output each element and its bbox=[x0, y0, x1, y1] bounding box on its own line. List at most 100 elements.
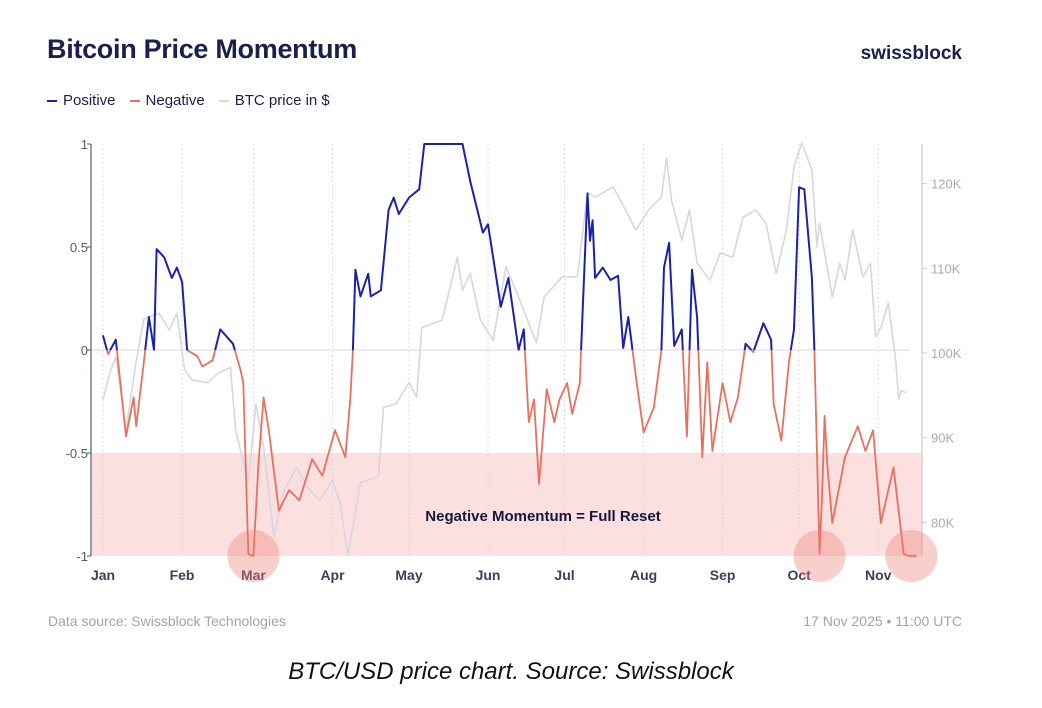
x-tick-label: Feb bbox=[170, 567, 195, 583]
momentum-point bbox=[752, 351, 754, 353]
momentum-point bbox=[857, 425, 859, 427]
momentum-point bbox=[581, 316, 584, 318]
legend-swatch-negative bbox=[129, 100, 140, 103]
momentum-point bbox=[408, 197, 410, 199]
momentum-point bbox=[813, 349, 816, 351]
momentum-point bbox=[780, 440, 782, 442]
x-tick-label: Jun bbox=[476, 567, 501, 583]
momentum-point bbox=[696, 316, 698, 318]
momentum-point bbox=[240, 370, 242, 372]
momentum-point bbox=[469, 180, 471, 182]
momentum-point bbox=[354, 269, 356, 271]
momentum-point bbox=[487, 223, 489, 225]
momentum-point bbox=[212, 359, 214, 361]
timestamp: 17 Nov 2025 • 11:00 UTC bbox=[803, 613, 962, 629]
momentum-point bbox=[528, 421, 530, 423]
momentum-point bbox=[352, 349, 354, 351]
momentum-point bbox=[622, 347, 624, 349]
momentum-point bbox=[589, 240, 591, 242]
momentum-point bbox=[627, 316, 629, 318]
momentum-point bbox=[115, 339, 117, 341]
momentum-point bbox=[423, 143, 425, 145]
momentum-point bbox=[821, 493, 823, 495]
momentum-point bbox=[824, 415, 826, 417]
momentum-point bbox=[148, 316, 150, 318]
momentum-point bbox=[663, 267, 665, 269]
momentum-point bbox=[586, 192, 589, 194]
momentum-point bbox=[643, 431, 645, 433]
momentum-point bbox=[349, 396, 351, 398]
x-tick-label: Apr bbox=[320, 567, 345, 583]
momentum-point bbox=[673, 345, 675, 347]
brand-logo: swissblock bbox=[860, 43, 962, 64]
momentum-point bbox=[257, 462, 260, 464]
momentum-point bbox=[892, 466, 895, 468]
momentum-point bbox=[553, 421, 555, 423]
momentum-point bbox=[107, 353, 109, 355]
momentum-point bbox=[908, 555, 910, 557]
momentum-point bbox=[201, 365, 203, 368]
momentum-point bbox=[701, 456, 703, 458]
x-tick-label: Jan bbox=[91, 567, 115, 583]
x-tick-label: Oct bbox=[787, 567, 811, 583]
momentum-point bbox=[298, 499, 300, 501]
x-tick-label: Mar bbox=[241, 567, 266, 583]
momentum-point bbox=[594, 277, 596, 279]
momentum-point bbox=[811, 277, 813, 279]
caption: BTC/USD price chart. Source: Swissblock bbox=[288, 658, 734, 685]
legend-swatch-btc-price bbox=[218, 100, 229, 103]
momentum-point bbox=[729, 421, 731, 423]
legend-label: Negative bbox=[145, 92, 205, 109]
momentum-negative-line bbox=[106, 350, 917, 557]
x-tick-label: Jul bbox=[554, 567, 574, 583]
momentum-point bbox=[367, 273, 369, 275]
btc-price-line bbox=[102, 142, 907, 556]
momentum-point bbox=[388, 209, 390, 211]
momentum-point bbox=[538, 483, 540, 485]
momentum-point bbox=[247, 553, 249, 555]
momentum-point bbox=[864, 450, 867, 452]
chart-title: Bitcoin Price Momentum bbox=[47, 34, 357, 64]
momentum-point bbox=[133, 396, 135, 398]
momentum-point bbox=[334, 429, 336, 431]
y-left-tick-label: 0.5 bbox=[70, 240, 88, 255]
momentum-point bbox=[770, 339, 772, 341]
y-right-tick-label: 80K bbox=[931, 515, 954, 530]
momentum-point bbox=[826, 462, 828, 464]
y-left-tick-label: 1 bbox=[81, 137, 88, 152]
momentum-point bbox=[558, 398, 561, 400]
momentum-point bbox=[635, 376, 637, 378]
momentum-point bbox=[252, 555, 254, 557]
momentum-point bbox=[579, 382, 581, 384]
reset-highlight-circle bbox=[885, 530, 938, 582]
momentum-point bbox=[793, 328, 795, 330]
momentum-point bbox=[176, 267, 178, 269]
momentum-point bbox=[125, 435, 127, 438]
momentum-point bbox=[278, 510, 280, 512]
y-left-tick-label: 0 bbox=[81, 343, 88, 358]
momentum-point bbox=[844, 456, 846, 458]
momentum-point bbox=[359, 295, 362, 297]
y-right-tick-label: 120K bbox=[931, 177, 962, 192]
momentum-point bbox=[321, 475, 323, 477]
momentum-point bbox=[219, 328, 221, 330]
legend-swatch-positive bbox=[47, 100, 57, 103]
momentum-point bbox=[263, 396, 265, 398]
momentum-point bbox=[818, 553, 821, 555]
momentum-point bbox=[571, 413, 573, 415]
momentum-point bbox=[880, 522, 882, 524]
momentum-point bbox=[592, 219, 594, 221]
momentum-point bbox=[523, 328, 525, 330]
momentum-point bbox=[798, 186, 800, 188]
momentum-point bbox=[711, 450, 714, 452]
x-tick-label: Aug bbox=[630, 567, 657, 583]
momentum-point bbox=[482, 232, 484, 234]
momentum-point bbox=[268, 429, 270, 431]
momentum-point bbox=[609, 279, 612, 281]
momentum-point bbox=[546, 388, 548, 390]
momentum-point bbox=[196, 355, 198, 357]
momentum-point bbox=[507, 277, 509, 279]
x-tick-label: Nov bbox=[865, 567, 892, 583]
momentum-point bbox=[722, 382, 724, 384]
momentum-point bbox=[686, 435, 688, 438]
